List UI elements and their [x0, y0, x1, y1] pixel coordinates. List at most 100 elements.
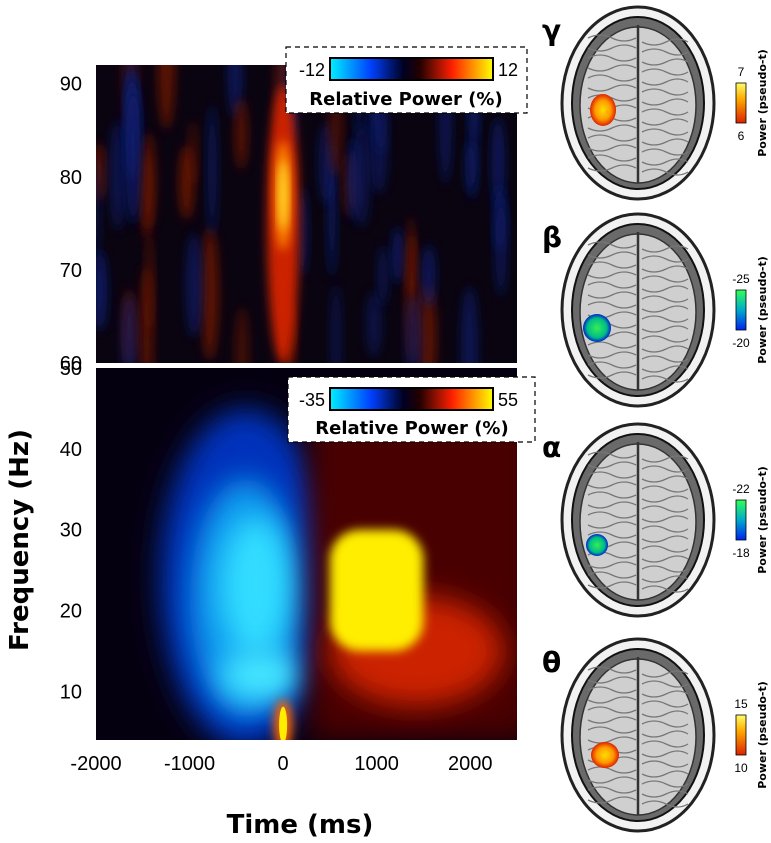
sulcus	[641, 118, 689, 126]
sulcus	[587, 74, 637, 82]
sulcus	[641, 700, 689, 708]
x-tick-label: 0	[278, 753, 289, 775]
y-tick-label: 70	[60, 260, 82, 282]
activation-blob	[586, 534, 608, 556]
mini-colorbar-bottom: -20	[732, 336, 750, 350]
sulcus	[587, 451, 637, 459]
brain-map-2: β -25 -20 Power (pseudo-t)	[542, 212, 769, 408]
sulcus	[587, 776, 637, 784]
sulcus	[587, 796, 637, 804]
mini-colorbar-top: 7	[738, 65, 745, 79]
background-fluctuation	[188, 120, 198, 186]
sulcus	[641, 710, 689, 718]
activation-blob	[591, 742, 619, 768]
sulcus	[587, 481, 637, 489]
x-axis-title: Time (ms)	[227, 810, 374, 840]
sulcus	[587, 251, 637, 259]
lowfreq-colorbar-min: -35	[299, 390, 325, 410]
sulcus	[587, 261, 637, 269]
background-fluctuation	[200, 226, 219, 361]
gamma-features	[267, 85, 300, 363]
sulcus	[641, 168, 689, 176]
sulcus	[587, 686, 637, 694]
sulcus	[641, 525, 689, 533]
gamma-colorbar-label: Relative Power (%)	[309, 89, 502, 110]
sulcus	[641, 48, 689, 56]
beta-rebound-peak	[329, 529, 424, 652]
alpha-beta-decrease-peak	[220, 516, 292, 657]
y-tick-label: 80	[60, 167, 82, 189]
y-tick-label: 10	[60, 681, 82, 703]
sulcus	[641, 670, 689, 678]
sulcus	[587, 64, 637, 72]
sulcus	[587, 281, 637, 289]
sulcus	[641, 750, 689, 758]
sulcus	[641, 295, 689, 303]
sulcus	[587, 271, 637, 279]
mini-colorbar-label: Power (pseudo-t)	[756, 49, 769, 157]
gamma-colorbar	[329, 57, 494, 81]
brain-map-4: θ 15 10 Power (pseudo-t)	[542, 637, 769, 833]
sulcus	[587, 726, 637, 734]
sulcus	[641, 485, 689, 493]
sulcus	[587, 786, 637, 794]
lowfreq-features	[160, 408, 517, 740]
mini-colorbar	[735, 499, 747, 541]
background-fluctuation	[330, 284, 342, 363]
mini-colorbar-bottom: 10	[734, 761, 748, 775]
sulcus	[587, 676, 637, 684]
sulcus	[587, 571, 637, 579]
y-tick-label: 50	[60, 358, 82, 380]
sulcus	[641, 690, 689, 698]
sulcus	[587, 341, 637, 349]
sulcus	[587, 581, 637, 589]
sulcus	[641, 565, 689, 573]
background-fluctuation	[96, 250, 108, 331]
sulcus	[641, 760, 689, 768]
sulcus	[587, 301, 637, 309]
sulcus	[641, 138, 689, 146]
sulcus	[587, 351, 637, 359]
sulcus	[641, 375, 689, 383]
sulcus	[587, 706, 637, 714]
sulcus	[641, 355, 689, 363]
lowfreq-colorbar-max: 55	[498, 390, 518, 410]
sulcus	[641, 555, 689, 563]
background-fluctuation	[121, 294, 138, 363]
sulcus	[587, 241, 637, 249]
x-tick-label: -1000	[164, 753, 215, 775]
sulcus	[641, 255, 689, 263]
sulcus	[587, 461, 637, 469]
sulcus	[587, 521, 637, 529]
sulcus	[641, 78, 689, 86]
sulcus	[641, 465, 689, 473]
sulcus	[587, 716, 637, 724]
sulcus	[587, 164, 637, 172]
background-fluctuation	[185, 233, 203, 338]
sulcus	[641, 680, 689, 688]
sulcus	[641, 740, 689, 748]
sulcus	[641, 68, 689, 76]
gamma-colorbar-max: 12	[498, 60, 518, 80]
activation-blob	[583, 314, 611, 342]
mini-colorbar-bottom: -18	[732, 546, 750, 560]
sulcus	[641, 780, 689, 788]
sulcus	[641, 148, 689, 156]
mini-colorbar-bottom: 6	[738, 129, 745, 143]
sulcus	[641, 770, 689, 778]
mini-colorbar-top: -25	[732, 272, 750, 286]
sulcus	[641, 38, 689, 46]
sulcus	[641, 365, 689, 373]
sulcus	[641, 58, 689, 66]
background-fluctuation	[405, 295, 422, 363]
sulcus	[641, 345, 689, 353]
sulcus	[587, 501, 637, 509]
background-fluctuation	[352, 123, 371, 228]
background-fluctuation	[234, 98, 248, 170]
y-tick-label: 40	[60, 439, 82, 461]
background-fluctuation	[421, 244, 436, 307]
mini-colorbar	[735, 289, 747, 331]
mini-colorbar	[735, 714, 747, 756]
x-tick-label: 1000	[354, 753, 399, 775]
sulcus	[641, 98, 689, 106]
